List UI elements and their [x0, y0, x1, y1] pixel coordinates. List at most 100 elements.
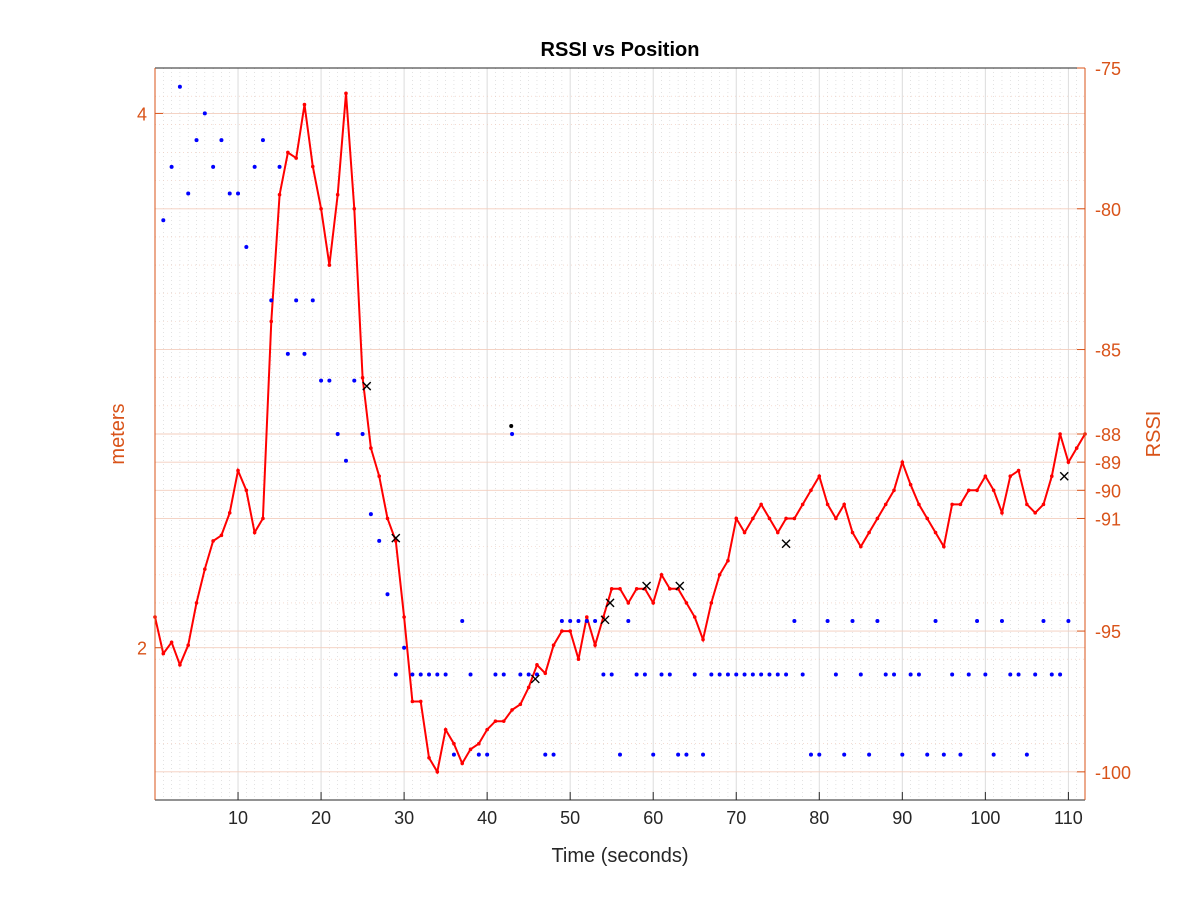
rssi-point [319, 206, 323, 211]
rssi-point [867, 530, 871, 535]
position-point [236, 191, 241, 196]
position-point [1024, 752, 1029, 757]
rssi-point [452, 741, 456, 746]
position-point [892, 672, 897, 677]
rssi-point [327, 263, 332, 267]
position-point [186, 191, 191, 196]
rssi-point [178, 663, 182, 667]
rssi-point [767, 516, 772, 521]
position-point [302, 351, 307, 356]
rssi-point [443, 727, 448, 732]
position-point [476, 752, 481, 757]
y-left-tick-label: 2 [137, 639, 147, 659]
rssi-point [294, 156, 298, 160]
rssi-point [892, 488, 896, 493]
position-point [277, 164, 282, 169]
position-point [933, 619, 938, 624]
position-point [211, 164, 216, 169]
rssi-point [1049, 474, 1054, 479]
rssi-point [485, 727, 489, 732]
position-point [584, 619, 589, 624]
position-point [817, 752, 822, 757]
position-point [883, 672, 888, 677]
position-point [1058, 672, 1063, 677]
rssi-point [360, 375, 365, 380]
y-right-tick-label: -95 [1095, 622, 1121, 642]
position-point [202, 111, 207, 116]
x-marker [781, 539, 791, 549]
rssi-point [402, 615, 406, 619]
rssi-point [277, 192, 282, 197]
rssi-point [800, 502, 805, 507]
y-right-tick-label: -89 [1095, 453, 1121, 473]
x-axis-label: Time (seconds) [551, 845, 688, 867]
grid [155, 67, 1085, 800]
rssi-point [1058, 432, 1062, 436]
rssi-point [668, 587, 672, 591]
position-point [642, 672, 647, 677]
position-point [244, 244, 249, 249]
position-point [518, 672, 523, 677]
position-point [717, 672, 722, 677]
rssi-point [792, 516, 797, 521]
rssi-point [834, 516, 838, 521]
rssi-point [775, 530, 780, 535]
position-point [1049, 672, 1054, 677]
position-point [709, 672, 714, 677]
position-point [618, 752, 622, 757]
rssi-point [734, 516, 739, 521]
position-point [734, 672, 739, 677]
position-point [377, 538, 382, 543]
rssi-point [377, 474, 381, 479]
rssi-point [759, 502, 763, 507]
position-point [975, 619, 980, 624]
position-point [352, 378, 357, 383]
rssi-point [991, 488, 996, 493]
rssi-point [942, 544, 946, 549]
rssi-point [825, 502, 830, 507]
position-point [294, 298, 299, 303]
rssi-point [394, 539, 398, 543]
rssi-point [568, 629, 572, 633]
x-tick-label: 30 [394, 808, 414, 828]
rssi-point [244, 488, 249, 493]
position-point [808, 752, 813, 757]
rssi-point [626, 601, 631, 605]
rssi-point [219, 533, 224, 538]
position-point [310, 298, 315, 303]
x-marker [642, 581, 652, 591]
position-point [966, 672, 971, 677]
position-point [410, 672, 415, 677]
x-tick-label: 110 [1054, 808, 1083, 828]
position-point [285, 351, 290, 356]
rssi-point [1041, 502, 1046, 507]
position-point [501, 672, 506, 677]
position-point [593, 619, 598, 624]
position-point [402, 645, 407, 650]
position-point [659, 672, 664, 677]
rssi-point [584, 615, 589, 619]
position-point [925, 752, 930, 757]
position-point [460, 619, 465, 624]
rssi-point [933, 530, 938, 535]
x-tick-label: 70 [726, 808, 746, 828]
position-point [526, 672, 531, 677]
position-point [759, 672, 764, 677]
position-point [568, 619, 573, 624]
position-point [194, 138, 199, 143]
rssi-point [842, 502, 846, 507]
rssi-point [1008, 474, 1013, 479]
position-point [393, 672, 398, 677]
rssi-point [286, 150, 290, 155]
rssi-point [784, 516, 788, 521]
position-point [941, 752, 946, 757]
position-point [676, 752, 681, 757]
x-tick-label: 80 [809, 808, 829, 828]
rssi-point [310, 164, 315, 169]
chart-title: RSSI vs Position [541, 39, 700, 61]
series-layer [153, 84, 1087, 775]
position-point [900, 752, 905, 757]
position-point [485, 752, 490, 757]
x-marker [362, 381, 372, 391]
